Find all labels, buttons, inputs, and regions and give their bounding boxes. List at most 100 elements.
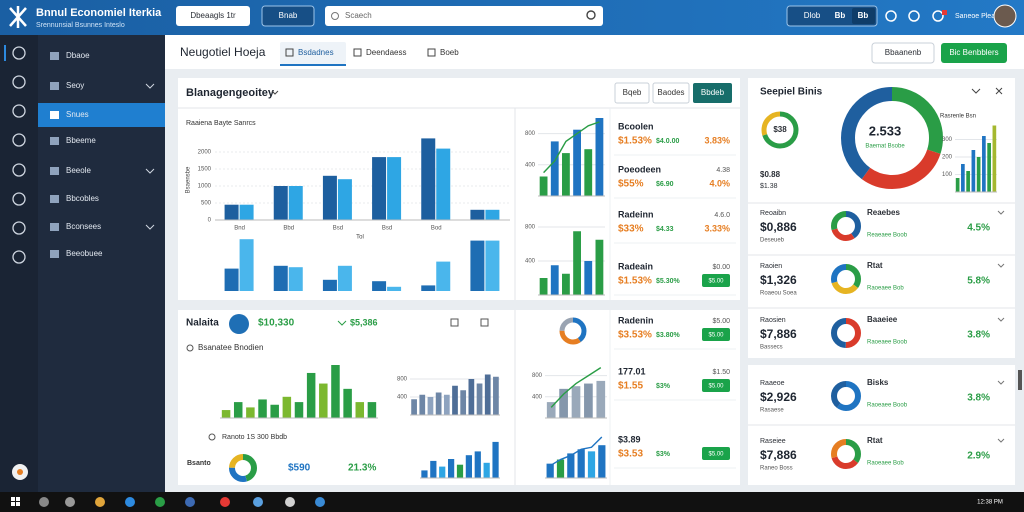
icon[interactable]	[12, 221, 26, 235]
bar	[427, 397, 434, 415]
icon[interactable]	[12, 250, 26, 264]
bar	[306, 372, 316, 418]
taskbar-icon[interactable]	[185, 497, 195, 507]
button[interactable]	[261, 5, 315, 27]
stat-top: $1.50	[712, 369, 730, 376]
donut-segment	[831, 264, 861, 294]
row-pct: 2.9%	[967, 451, 990, 462]
button[interactable]	[614, 82, 650, 104]
tab[interactable]: Bsdadnes	[298, 48, 334, 57]
icon[interactable]	[12, 192, 26, 206]
button[interactable]	[693, 83, 732, 103]
taskbar-icon[interactable]	[220, 497, 230, 507]
bar	[421, 138, 436, 220]
icon[interactable]	[450, 318, 459, 327]
row-sub: Roaeou Soea	[760, 291, 797, 297]
taskbar-icon[interactable]	[39, 497, 49, 507]
row-pct: 5.8%	[967, 276, 990, 287]
donut-segment	[831, 211, 861, 241]
icon[interactable]	[12, 104, 26, 118]
badge-label: $5.00	[708, 333, 724, 339]
bar	[224, 268, 239, 291]
taskbar-icon[interactable]	[125, 497, 135, 507]
icon[interactable]	[12, 46, 26, 60]
bar	[367, 402, 377, 418]
bar	[562, 153, 570, 196]
donut-segment	[831, 439, 861, 469]
bar	[465, 455, 472, 478]
icon[interactable]	[932, 10, 944, 22]
bar	[456, 464, 464, 478]
bar	[485, 240, 500, 291]
bar	[319, 383, 328, 418]
button[interactable]	[652, 82, 690, 104]
icon[interactable]	[12, 75, 26, 89]
icon[interactable]	[908, 10, 920, 22]
avatar[interactable]	[993, 4, 1017, 28]
icon[interactable]	[12, 163, 26, 177]
nav-item[interactable]: Snues	[66, 110, 89, 119]
panel-icon	[229, 314, 249, 334]
bar	[539, 176, 548, 196]
button[interactable]	[176, 6, 250, 26]
bar	[419, 394, 426, 415]
stat-delta: $5.30%	[656, 278, 681, 285]
tab[interactable]: Boeb	[440, 48, 459, 57]
bar	[460, 390, 467, 415]
button-label: Bbdeb	[701, 88, 725, 97]
nav-item[interactable]: Bbcobles	[66, 194, 99, 203]
taskbar-icon[interactable]	[315, 497, 325, 507]
icon[interactable]	[885, 10, 897, 22]
bar	[584, 261, 593, 295]
nav-item[interactable]: Bconsees	[66, 222, 101, 231]
icon[interactable]	[12, 133, 26, 147]
bar	[584, 383, 593, 418]
x-axis-label: Tol	[356, 235, 364, 241]
taskbar-icon[interactable]	[65, 497, 75, 507]
search-box[interactable]	[325, 6, 603, 26]
nav-item[interactable]: Beeobuee	[66, 249, 103, 258]
x-tick-label: Bbd	[283, 226, 294, 232]
button-label: Bnab	[279, 11, 298, 20]
row-label: Reoaibn	[760, 210, 786, 217]
brand: Bnnul Economiel Iterkia	[36, 7, 162, 19]
logo	[9, 6, 27, 28]
bar	[258, 399, 267, 418]
bar	[387, 157, 402, 220]
taskbar-icon[interactable]	[253, 497, 263, 507]
nav-item[interactable]: Beeole	[66, 166, 91, 175]
taskbar-icon[interactable]	[155, 497, 165, 507]
bar	[559, 388, 568, 418]
bar	[587, 451, 596, 478]
stat-value: $3.53	[618, 449, 643, 460]
tab-active	[280, 42, 346, 64]
nav-icon	[50, 250, 59, 258]
button-label: Bbaanenb	[885, 48, 922, 57]
start-button[interactable]	[11, 497, 15, 501]
stat-label: Radenin	[618, 315, 654, 325]
tab[interactable]: Deendaess	[366, 48, 406, 57]
icon[interactable]	[480, 318, 489, 327]
nav-item[interactable]: Seoy	[66, 81, 84, 90]
nav-item[interactable]: Bbeeme	[66, 136, 96, 145]
taskbar-icon[interactable]	[95, 497, 105, 507]
tab-icon	[353, 48, 362, 57]
bar	[595, 118, 604, 196]
nav-item[interactable]: Dbaoe	[66, 51, 90, 60]
y-tick-label: 200	[942, 155, 953, 161]
donut-segment	[831, 381, 861, 411]
y-tick-label: 0	[208, 218, 212, 224]
bar	[436, 148, 451, 220]
trend-line	[543, 121, 600, 174]
button[interactable]	[941, 43, 1007, 63]
chevron	[145, 168, 155, 174]
button[interactable]	[871, 42, 935, 64]
bar	[573, 231, 581, 295]
row-pct: 3.8%	[967, 330, 990, 341]
row-pct: 3.8%	[967, 393, 990, 404]
taskbar-icon[interactable]	[285, 497, 295, 507]
chevron	[271, 90, 279, 95]
market-total: $10,330	[258, 318, 295, 329]
row-name: Baaeiee	[867, 315, 898, 324]
